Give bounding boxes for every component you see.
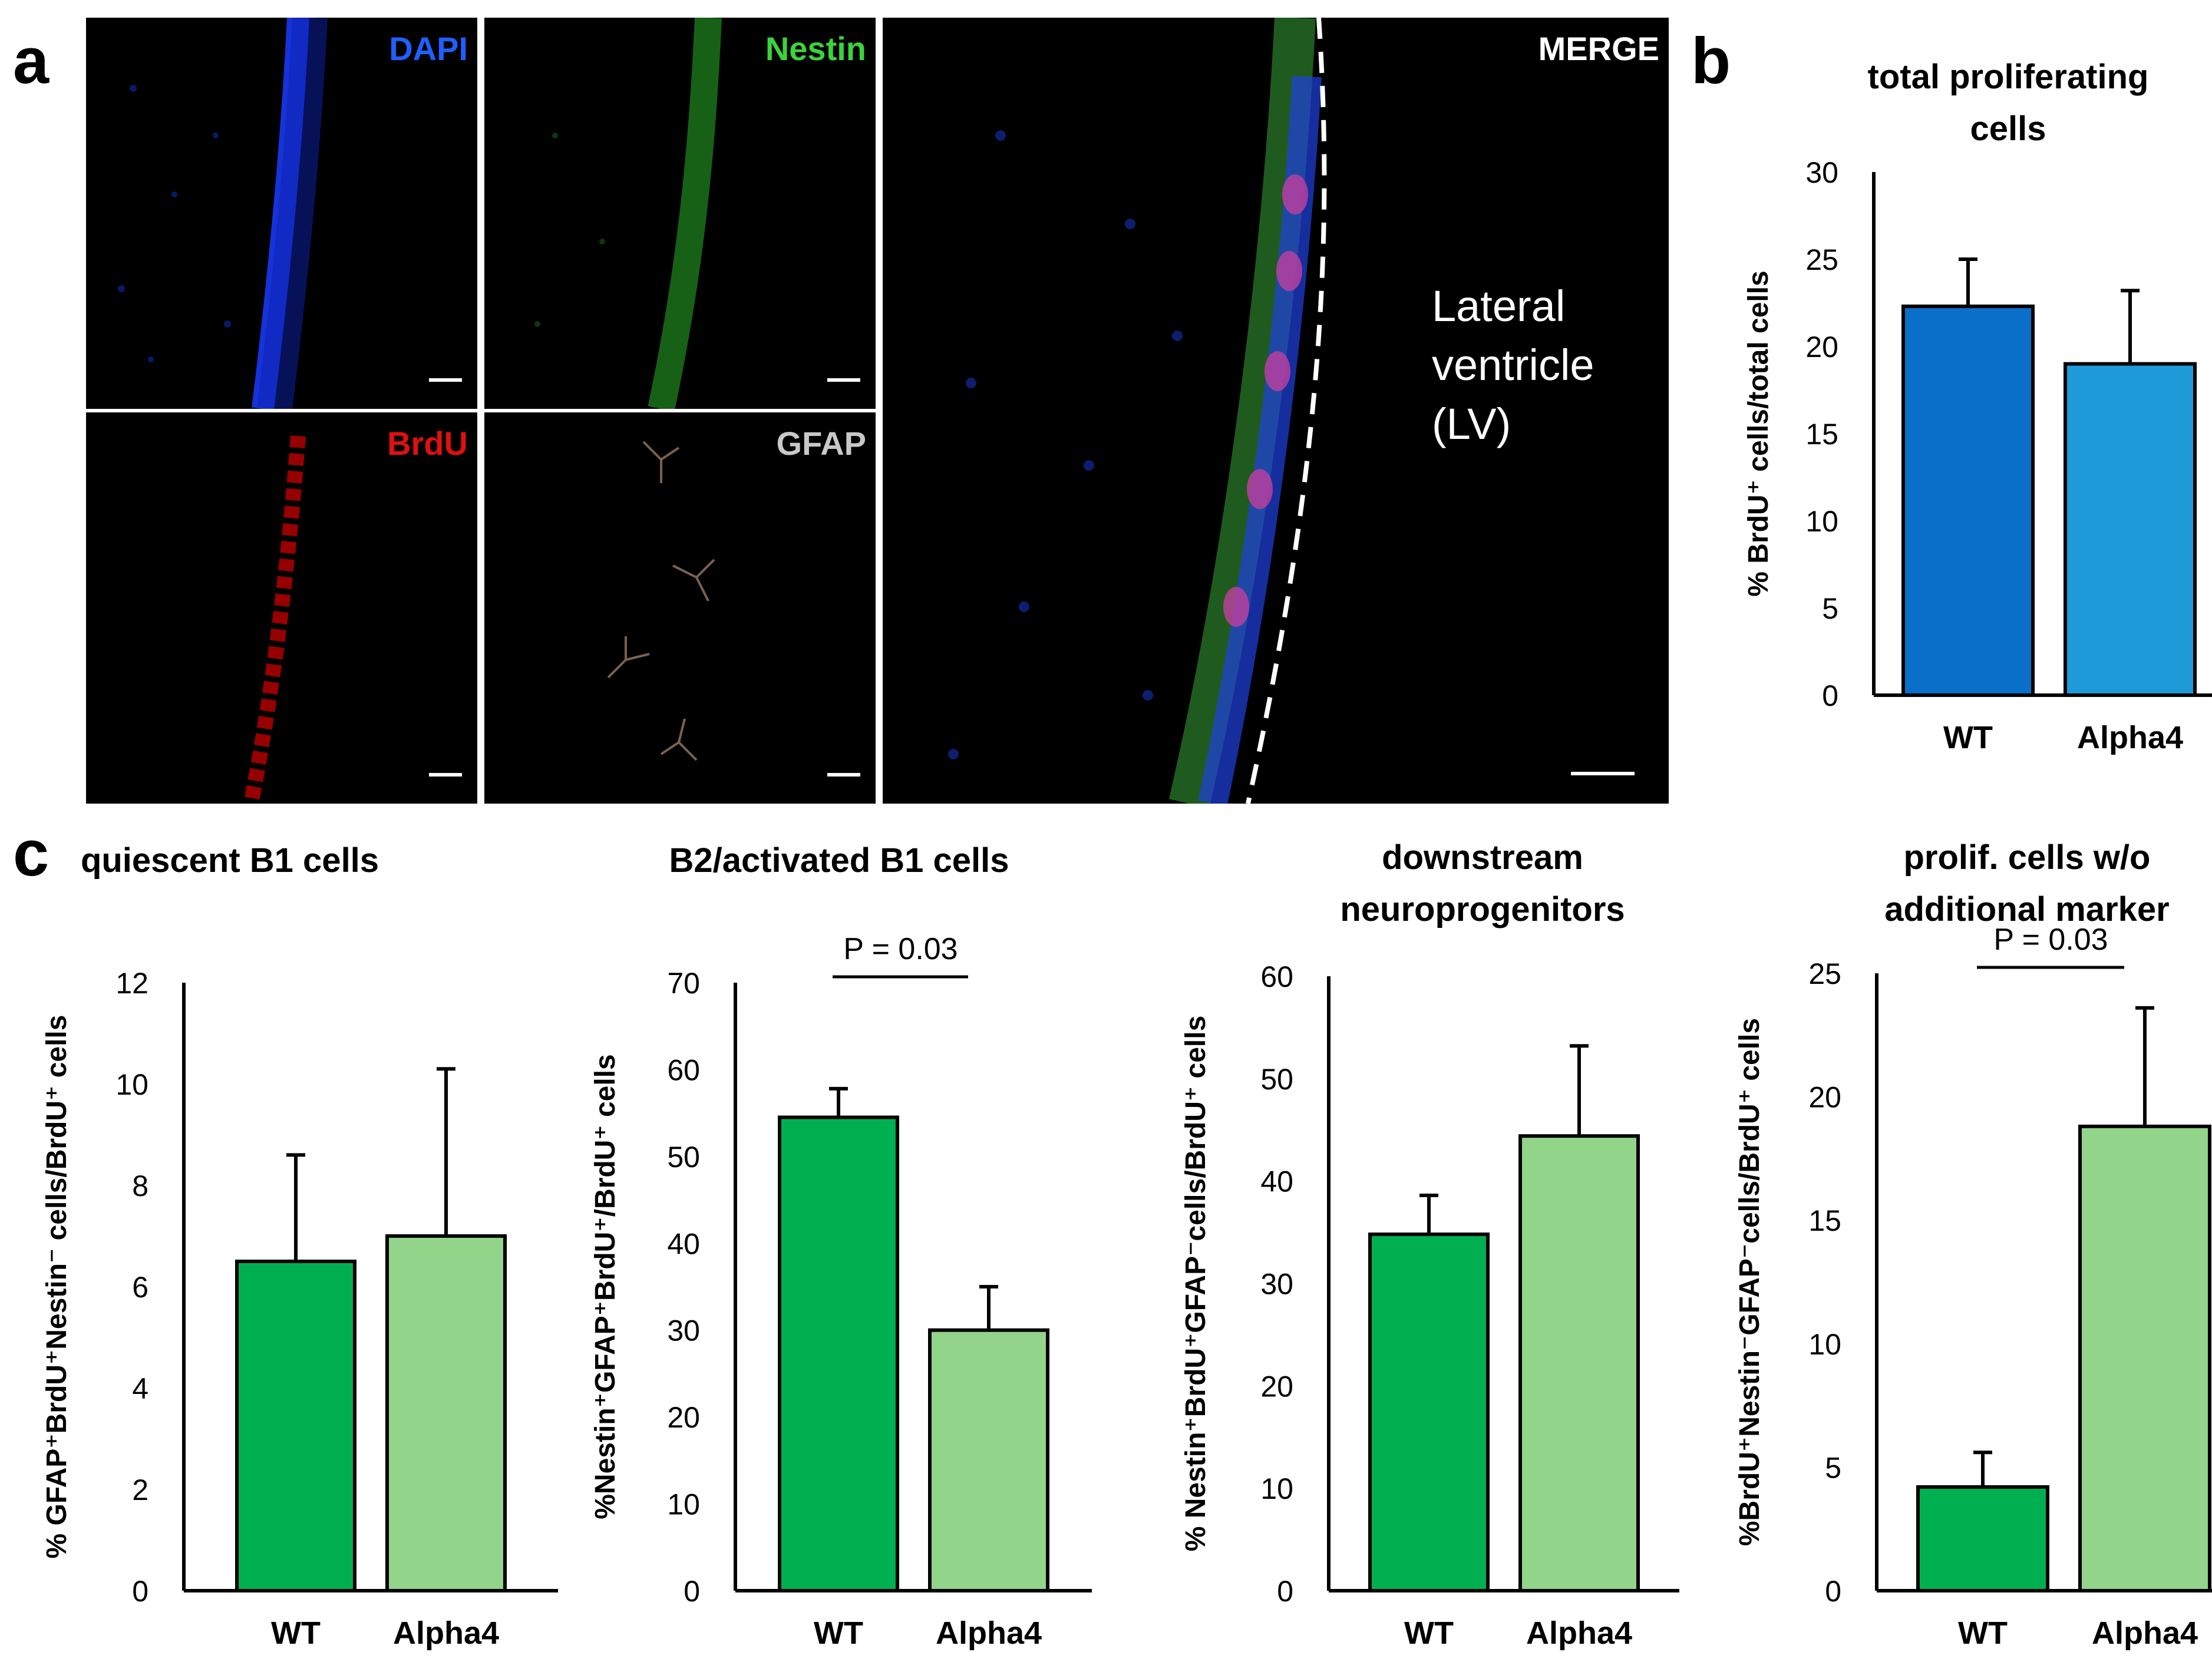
bar-wt	[1368, 1233, 1490, 1593]
channel-label-dapi: DAPI	[389, 30, 468, 67]
y-tick-label: 0	[1825, 1575, 1841, 1608]
scale-bar	[1571, 772, 1635, 775]
scale-bar	[429, 773, 462, 777]
channel-label-merge: MERGE	[1538, 30, 1659, 67]
chart-title: quiescent B1 cells	[81, 841, 379, 880]
x-tick-label: Alpha4	[2077, 720, 2183, 755]
y-tick-label: 20	[667, 1401, 700, 1434]
y-tick-label: 50	[1260, 1063, 1293, 1096]
y-tick-label: 0	[1277, 1575, 1293, 1608]
chart-title: neuroprogenitors	[1340, 890, 1625, 929]
bar-alpha4	[1518, 1134, 1640, 1593]
micrograph-nestin: Nestin	[484, 18, 876, 409]
micrograph-gfap: GFAP	[484, 412, 876, 804]
x-tick-label: Alpha4	[393, 1615, 499, 1651]
y-tick-label: 70	[667, 967, 700, 1000]
bar-wt	[1901, 304, 2035, 697]
y-tick-label: 0	[132, 1575, 148, 1608]
merge-signal	[948, 18, 1327, 804]
y-tick-label: 10	[667, 1488, 700, 1521]
y-tick-label: 6	[132, 1271, 148, 1304]
y-tick-label: 20	[1260, 1370, 1293, 1403]
y-tick-label: 10	[1260, 1472, 1293, 1505]
y-tick-label: 15	[1805, 418, 1838, 451]
x-tick-label: Alpha4	[2092, 1615, 2198, 1651]
y-tick-label: 25	[1808, 957, 1841, 990]
bar-wt	[778, 1115, 899, 1592]
bar-alpha4	[2078, 1124, 2211, 1593]
y-tick-label: 60	[667, 1053, 700, 1086]
y-axis-label: % BrdU⁺ cells/total cells	[1743, 270, 1774, 597]
channel-label-nestin: Nestin	[765, 30, 866, 67]
bar-alpha4	[385, 1234, 507, 1592]
micrograph-brdu: BrdU	[86, 412, 477, 804]
y-tick-label: 30	[1805, 156, 1838, 189]
dapi-signal	[118, 18, 328, 409]
channel-label-gfap: GFAP	[776, 425, 866, 462]
micrograph-merge: MERGE	[883, 18, 1669, 804]
scale-bar	[827, 378, 860, 382]
y-tick-label: 5	[1825, 1451, 1841, 1484]
x-tick-label: WT	[814, 1615, 863, 1651]
channel-label-brdu: BrdU	[387, 425, 468, 462]
x-tick-label: WT	[1958, 1615, 2008, 1651]
x-tick-label: Alpha4	[1526, 1615, 1632, 1651]
y-axis-label: % Nestin⁺BrdU⁺GFAP⁻cells/BrdU⁺ cells	[1180, 1016, 1211, 1552]
bar-wt	[235, 1260, 356, 1592]
chart-title: downstream	[1382, 838, 1583, 877]
bar-wt	[1916, 1485, 2049, 1593]
panel-label-a: a	[13, 25, 49, 97]
chart-title: cells	[1970, 110, 2046, 148]
y-tick-label: 0	[1822, 679, 1838, 712]
y-tick-label: 20	[1805, 331, 1838, 364]
y-tick-label: 4	[132, 1372, 148, 1405]
x-tick-label: Alpha4	[936, 1615, 1042, 1651]
y-tick-label: 10	[1808, 1328, 1841, 1361]
y-tick-label: 0	[684, 1575, 700, 1608]
scale-bar	[827, 773, 860, 777]
y-tick-label: 40	[667, 1227, 700, 1260]
brdu-signal	[243, 435, 306, 804]
y-tick-label: 10	[115, 1068, 148, 1101]
chart-title: prolif. cells w/o	[1904, 838, 2151, 877]
panel-label-b: b	[1691, 25, 1731, 97]
y-tick-label: 20	[1808, 1081, 1841, 1114]
annotation-line-2: ventricle	[1432, 341, 1594, 389]
chart-title: total proliferating	[1868, 58, 2149, 96]
annotation-line-1: Lateral	[1432, 282, 1566, 331]
gfap-signal	[607, 441, 715, 761]
y-tick-label: 40	[1260, 1165, 1293, 1198]
nestin-signal	[534, 18, 722, 409]
y-axis-label: % GFAP⁺BrdU⁺Nestin⁻ cells/BrdU⁺ cells	[41, 1015, 72, 1559]
bar-alpha4	[928, 1328, 1049, 1593]
scale-bar	[429, 378, 462, 382]
y-tick-label: 30	[667, 1314, 700, 1347]
lateral-ventricle-annotation: Lateral ventricle (LV)	[1432, 277, 1594, 454]
annotation-line-3: (LV)	[1432, 399, 1511, 448]
micrograph-dapi: DAPI	[86, 18, 477, 409]
y-tick-label: 50	[667, 1141, 700, 1174]
y-tick-label: 60	[1260, 960, 1293, 993]
y-tick-label: 15	[1808, 1204, 1841, 1237]
p-value-label: P = 0.03	[1993, 923, 2108, 957]
y-tick-label: 2	[132, 1473, 148, 1506]
chart-title: additional marker	[1884, 890, 2169, 929]
panel-label-c: c	[13, 817, 49, 890]
bar-alpha4	[2064, 362, 2197, 697]
y-tick-label: 10	[1805, 505, 1838, 538]
y-tick-label: 25	[1805, 243, 1838, 276]
y-tick-label: 5	[1822, 592, 1838, 625]
y-tick-label: 30	[1260, 1268, 1293, 1301]
x-tick-label: WT	[271, 1615, 321, 1651]
y-tick-label: 12	[115, 967, 148, 1000]
y-axis-label: %Nestin⁺GFAP⁺BrdU⁺/BrdU⁺ cells	[590, 1054, 621, 1519]
x-tick-label: WT	[1943, 720, 1993, 755]
chart-title: B2/activated B1 cells	[669, 841, 1009, 880]
y-tick-label: 8	[132, 1169, 148, 1202]
p-value-label: P = 0.03	[843, 932, 958, 966]
x-tick-label: WT	[1404, 1615, 1454, 1651]
y-axis-label: %BrdU⁺Nestin⁻GFAP⁻cells/BrdU⁺ cells	[1734, 1018, 1765, 1546]
